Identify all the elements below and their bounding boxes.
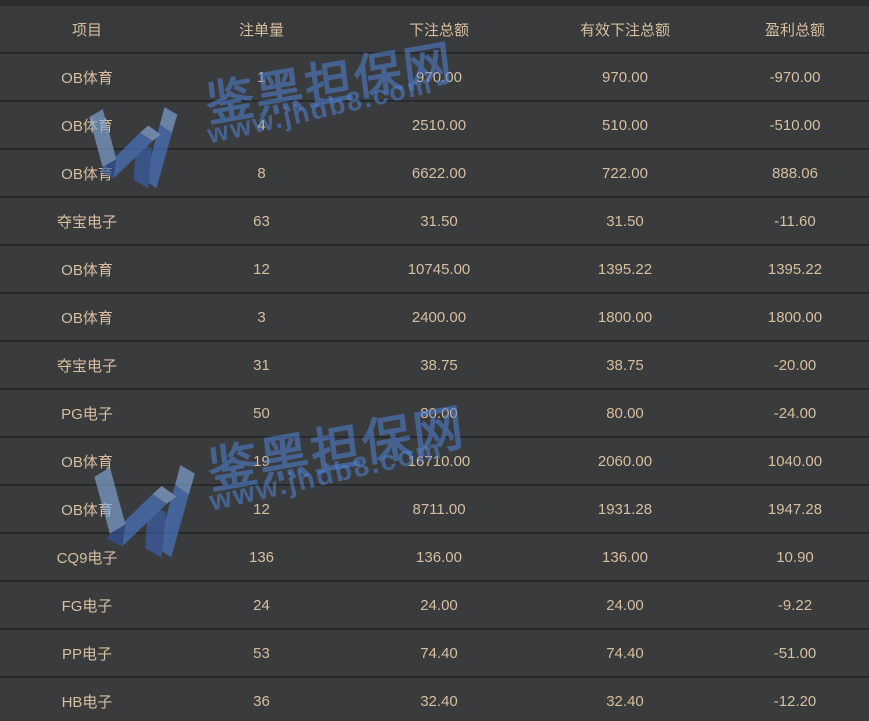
column-header-valid-bet-total: 有效下注总额 <box>579 21 670 39</box>
cell-item: 夺宝电子 <box>56 213 117 231</box>
cell-bet-total: 31.50 <box>420 212 458 230</box>
cell-item: OB体育 <box>61 117 113 135</box>
cell-profit-total: -20.00 <box>773 356 817 374</box>
cell-item: OB体育 <box>61 165 113 183</box>
cell-valid-bet-total: 80.00 <box>606 404 644 422</box>
table-row: OB体育 3 2400.00 1800.00 1800.00 <box>0 293 869 341</box>
cell-valid-bet-total: 722.00 <box>602 164 648 182</box>
cell-item: OB体育 <box>61 309 113 327</box>
cell-bet-total: 8711.00 <box>412 500 466 518</box>
cell-bet-count: 53 <box>253 644 270 662</box>
cell-valid-bet-total: 970.00 <box>602 68 648 86</box>
cell-bet-count: 136 <box>248 548 275 566</box>
cell-profit-total: -9.22 <box>777 596 813 614</box>
cell-valid-bet-total: 32.40 <box>606 692 644 710</box>
table-row: PP电子 53 74.40 74.40 -51.00 <box>0 629 869 677</box>
table-row: OB体育 19 16710.00 2060.00 1040.00 <box>0 437 869 485</box>
cell-profit-total: -970.00 <box>769 68 821 86</box>
cell-bet-count: 12 <box>253 260 270 278</box>
cell-item: HB电子 <box>61 693 113 711</box>
cell-bet-count: 1 <box>257 68 266 86</box>
cell-valid-bet-total: 510.00 <box>602 116 648 134</box>
cell-valid-bet-total: 1800.00 <box>597 308 653 326</box>
cell-item: PP电子 <box>61 645 112 663</box>
table-row: OB体育 12 8711.00 1931.28 1947.28 <box>0 485 869 533</box>
column-header-bet-count: 注单量 <box>238 21 284 39</box>
cell-item: PG电子 <box>61 405 113 423</box>
cell-bet-total: 74.40 <box>420 644 458 662</box>
cell-profit-total: -12.20 <box>773 692 817 710</box>
column-header-bet-total: 下注总额 <box>408 21 469 39</box>
table-row: CQ9电子 136 136.00 136.00 10.90 <box>0 533 869 581</box>
cell-profit-total: -51.00 <box>773 644 817 662</box>
header-row: 项目 注单量 下注总额 有效下注总额 盈利总额 <box>0 6 869 53</box>
table-row: PG电子 50 80.00 80.00 -24.00 <box>0 389 869 437</box>
table-header: 项目 注单量 下注总额 有效下注总额 盈利总额 <box>0 6 869 53</box>
cell-valid-bet-total: 31.50 <box>606 212 644 230</box>
cell-bet-count: 24 <box>253 596 270 614</box>
table-row: OB体育 1 970.00 970.00 -970.00 <box>0 53 869 101</box>
table-row: OB体育 4 2510.00 510.00 -510.00 <box>0 101 869 149</box>
table-row: 夺宝电子 63 31.50 31.50 -11.60 <box>0 197 869 245</box>
table-row: OB体育 12 10745.00 1395.22 1395.22 <box>0 245 869 293</box>
cell-profit-total: 1040.00 <box>767 452 823 470</box>
cell-profit-total: 1800.00 <box>767 308 823 326</box>
cell-bet-total: 38.75 <box>420 356 458 374</box>
cell-item: OB体育 <box>61 501 113 519</box>
column-header-item: 项目 <box>71 21 102 39</box>
cell-bet-count: 8 <box>257 164 266 182</box>
cell-item: OB体育 <box>61 261 113 279</box>
table-row: HB电子 36 32.40 32.40 -12.20 <box>0 677 869 721</box>
table-row: FG电子 24 24.00 24.00 -9.22 <box>0 581 869 629</box>
top-strip <box>0 0 869 6</box>
cell-item: OB体育 <box>61 69 113 87</box>
bet-report-table: 项目 注单量 下注总额 有效下注总额 盈利总额 OB体育 1 970.00 970.0… <box>0 6 869 721</box>
table-body: OB体育 1 970.00 970.00 -970.00 OB体育 4 2510.00 510.… <box>0 53 869 721</box>
cell-profit-total: 1395.22 <box>767 260 823 278</box>
cell-valid-bet-total: 1931.28 <box>597 500 653 518</box>
cell-valid-bet-total: 24.00 <box>606 596 644 614</box>
cell-item: OB体育 <box>61 453 113 471</box>
cell-bet-count: 31 <box>253 356 270 374</box>
table-row: 夺宝电子 31 38.75 38.75 -20.00 <box>0 341 869 389</box>
cell-bet-total: 80.00 <box>420 404 458 422</box>
cell-bet-count: 36 <box>253 692 270 710</box>
cell-bet-count: 3 <box>257 308 266 326</box>
cell-bet-count: 12 <box>253 500 270 518</box>
cell-bet-count: 4 <box>257 116 266 134</box>
column-header-profit-total: 盈利总额 <box>764 21 825 39</box>
cell-profit-total: 10.90 <box>776 548 814 566</box>
cell-bet-total: 32.40 <box>420 692 458 710</box>
cell-valid-bet-total: 136.00 <box>602 548 648 566</box>
cell-profit-total: 888.06 <box>772 164 818 182</box>
cell-bet-total: 24.00 <box>420 596 458 614</box>
cell-bet-total: 970.00 <box>416 68 462 86</box>
cell-bet-count: 50 <box>253 404 270 422</box>
cell-valid-bet-total: 1395.22 <box>597 260 653 278</box>
cell-item: CQ9电子 <box>56 549 118 567</box>
cell-profit-total: -11.60 <box>774 212 816 230</box>
cell-valid-bet-total: 74.40 <box>606 644 644 662</box>
cell-profit-total: -510.00 <box>769 116 821 134</box>
cell-bet-total: 16710.00 <box>407 452 471 470</box>
cell-valid-bet-total: 38.75 <box>606 356 644 374</box>
cell-bet-total: 136.00 <box>416 548 462 566</box>
cell-bet-total: 2400.00 <box>411 308 467 326</box>
cell-bet-total: 10745.00 <box>407 260 471 278</box>
cell-profit-total: 1947.28 <box>767 500 823 518</box>
cell-item: 夺宝电子 <box>56 357 117 375</box>
cell-bet-count: 63 <box>253 212 270 230</box>
cell-item: FG电子 <box>61 597 113 615</box>
cell-bet-count: 19 <box>253 452 270 470</box>
cell-profit-total: -24.00 <box>773 404 817 422</box>
cell-valid-bet-total: 2060.00 <box>597 452 653 470</box>
cell-bet-total: 2510.00 <box>411 116 467 134</box>
table-row: OB体育 8 6622.00 722.00 888.06 <box>0 149 869 197</box>
cell-bet-total: 6622.00 <box>411 164 467 182</box>
